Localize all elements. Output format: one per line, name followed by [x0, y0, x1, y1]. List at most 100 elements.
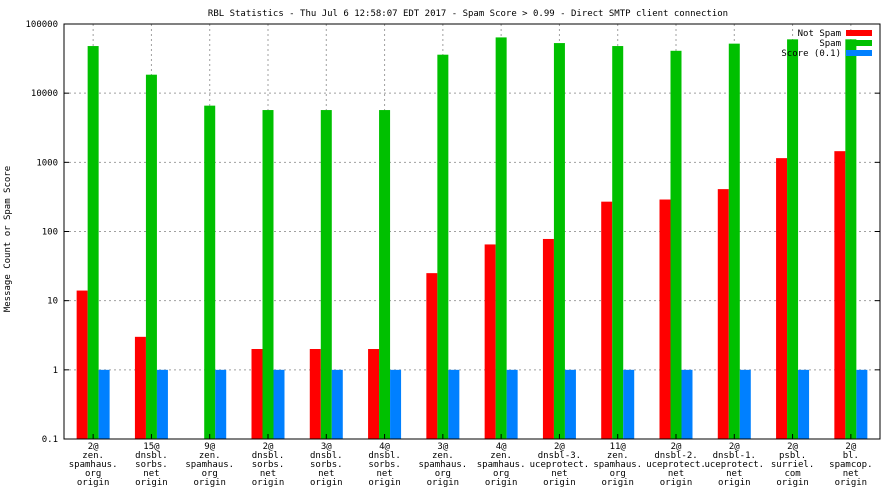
- bar-score-0-1: [215, 369, 227, 439]
- bar-not-spam: [76, 290, 88, 439]
- bar-spam: [553, 43, 565, 439]
- x-tick-label: origin: [718, 478, 751, 488]
- x-tick-label: dnsbl.: [252, 451, 285, 461]
- x-tick-label: 2@: [729, 442, 740, 452]
- x-tick-label: spamcop.: [829, 460, 872, 470]
- bar-spam: [437, 54, 449, 439]
- bar-spam: [379, 110, 391, 439]
- x-tick-label: 15@: [143, 442, 160, 452]
- x-tick-label: zen.: [432, 451, 454, 461]
- x-tick-label: 2@: [787, 442, 798, 452]
- x-tick-label: origin: [135, 478, 168, 488]
- y-tick-label: 0.1: [42, 435, 58, 445]
- x-tick-label: bl.: [843, 451, 859, 461]
- x-tick-label: 2@: [671, 442, 682, 452]
- bar-score-0-1: [798, 369, 810, 439]
- x-tick-label: 2@: [88, 442, 99, 452]
- x-tick-label: net: [318, 469, 334, 479]
- x-tick-label: surriel.: [771, 460, 814, 470]
- x-tick-label: net: [551, 469, 567, 479]
- y-tick-label: 10: [47, 297, 58, 307]
- bar-score-0-1: [98, 369, 110, 439]
- x-tick-label: uceprotect.: [646, 460, 706, 470]
- bar-spam: [728, 43, 740, 440]
- y-tick-label: 100000: [25, 20, 58, 30]
- bar-score-0-1: [273, 369, 285, 439]
- x-tick-label: origin: [77, 478, 110, 488]
- x-tick-label: uceprotect.: [530, 460, 590, 470]
- plot-border: [63, 23, 881, 440]
- bar-score-0-1: [331, 369, 343, 439]
- bar-score-0-1: [623, 369, 635, 439]
- bar-not-spam: [776, 158, 788, 439]
- x-tick-label: zen.: [607, 451, 629, 461]
- x-tick-labels: 2@zen.spamhaus.orgorigin15@dnsbl.sorbs.n…: [69, 442, 873, 488]
- bar-score-0-1: [506, 369, 518, 439]
- bar-not-spam: [426, 273, 438, 439]
- x-tick-label: org: [610, 469, 626, 479]
- x-tick-label: uceprotect.: [704, 460, 764, 470]
- x-tick-label: spamhaus.: [418, 460, 467, 470]
- x-tick-label: zen.: [82, 451, 104, 461]
- bar-not-spam: [601, 201, 613, 439]
- x-tick-label: origin: [543, 478, 576, 488]
- x-tick-label: origin: [193, 478, 226, 488]
- chart-title: RBL Statistics - Thu Jul 6 12:58:07 EDT …: [208, 9, 728, 19]
- legend-swatch: [846, 30, 872, 36]
- x-tick-label: origin: [660, 478, 693, 488]
- x-tick-label: 4@: [496, 442, 507, 452]
- bar-not-spam: [659, 199, 671, 439]
- x-tick-label: spamhaus.: [477, 460, 526, 470]
- x-tick-label: net: [668, 469, 684, 479]
- y-tick-label: 10000: [31, 89, 58, 99]
- bar-score-0-1: [156, 369, 168, 439]
- bar-spam: [845, 39, 857, 439]
- bar-not-spam: [368, 349, 380, 439]
- x-tick-label: 2@: [263, 442, 274, 452]
- grid-lines: [64, 24, 880, 439]
- legend-label: Spam: [819, 39, 841, 49]
- x-tick-label: 11@: [610, 442, 627, 452]
- bar-not-spam: [309, 349, 321, 439]
- bar-not-spam: [134, 336, 146, 439]
- x-tick-label: zen.: [199, 451, 221, 461]
- x-tick-label: zen.: [490, 451, 512, 461]
- x-tick-label: 3@: [437, 442, 448, 452]
- bar-not-spam: [717, 189, 729, 439]
- x-tick-label: 4@: [379, 442, 390, 452]
- x-tick-label: origin: [427, 478, 460, 488]
- bar-spam: [262, 110, 274, 439]
- x-tick-label: spamhaus.: [185, 460, 234, 470]
- bar-not-spam: [484, 244, 496, 439]
- legend-swatch: [846, 40, 872, 46]
- x-tick-label: sorbs.: [368, 460, 401, 470]
- bar-spam: [204, 105, 216, 440]
- x-tick-label: origin: [252, 478, 285, 488]
- bar-not-spam: [834, 151, 846, 439]
- legend-label: Not Spam: [798, 29, 841, 39]
- bar-spam: [670, 50, 682, 440]
- bar-not-spam: [251, 349, 263, 439]
- x-tick-label: psbl.: [779, 451, 806, 461]
- x-tick-label: sorbs.: [135, 460, 168, 470]
- x-tick-label: net: [376, 469, 392, 479]
- x-tick-label: origin: [776, 478, 809, 488]
- bar-spam: [145, 74, 157, 439]
- x-tick-label: 2@: [845, 442, 856, 452]
- bar-score-0-1: [390, 369, 402, 439]
- x-tick-label: dnsbl-3.: [538, 451, 581, 461]
- y-tick-label: 1000: [36, 158, 58, 168]
- x-tick-label: dnsbl.: [135, 451, 168, 461]
- x-tick-label: origin: [601, 478, 634, 488]
- x-tick-label: dnsbl.: [368, 451, 401, 461]
- y-tick-label: 1: [53, 366, 58, 376]
- x-tick-label: 2@: [554, 442, 565, 452]
- bar-score-0-1: [564, 369, 576, 439]
- y-tick-label: 100: [42, 228, 58, 238]
- x-tick-label: spamhaus.: [593, 460, 642, 470]
- bar-spam: [612, 46, 624, 439]
- x-tick-label: com: [784, 469, 800, 479]
- x-tick-label: net: [143, 469, 159, 479]
